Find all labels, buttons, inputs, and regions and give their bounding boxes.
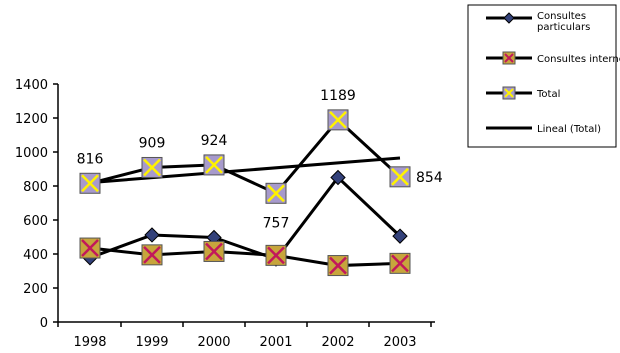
series-total-line [89, 117, 402, 196]
legend-label-consultes-internes: Consultes internes [537, 54, 620, 65]
series-consultes-internes-point-cross-b [391, 254, 409, 273]
series-total-point-cross-b [81, 174, 99, 193]
series-total-point-cross-b [143, 158, 161, 177]
legend-marker-cross-b [504, 53, 514, 63]
series-consultes-particulars-line [89, 175, 402, 261]
series-total-point [203, 154, 225, 176]
series-total-point [265, 182, 287, 204]
x-tick-label: 1998 [73, 335, 106, 350]
data-label-total: 1189 [320, 88, 356, 104]
data-label-total: 854 [416, 170, 443, 186]
y-tick-label: 1400 [15, 78, 48, 93]
data-label-total: 757 [263, 215, 290, 231]
series-lineal-total-line [89, 156, 401, 185]
series-consultes-internes-point-cross-b [267, 246, 285, 265]
y-tick-label: 800 [23, 180, 48, 195]
legend-label-consultes-particulars: Consultes particulars [537, 11, 590, 33]
y-tick-label: 0 [40, 316, 48, 331]
legend-marker-total [502, 86, 516, 100]
legend-label-total: Total [536, 89, 560, 100]
series-consultes-internes-point [79, 237, 101, 259]
series-consultes-internes-point-cross-b [143, 245, 161, 264]
series-total-point [141, 156, 163, 178]
plot-area [79, 109, 411, 277]
series-consultes-internes-point-cross-b [205, 242, 223, 261]
series-consultes-particulars-point [392, 228, 408, 244]
legend-label-line: Consultes [537, 11, 586, 22]
legend-label-lineal-total: Lineal (Total) [537, 124, 601, 135]
x-tick-label: 2003 [383, 335, 416, 350]
y-tick-label: 400 [23, 248, 48, 263]
series-total-point [389, 166, 411, 188]
legend-marker-consultes-particulars [503, 12, 515, 24]
series-total-point-cross-b [391, 167, 409, 186]
legend-marker-cross-b [504, 88, 514, 98]
axes: 0 200 400 600 800 1000 1200 1400 1998 1999 2000 200… [15, 78, 435, 350]
data-label-total: 924 [201, 133, 228, 149]
series-consultes-internes-point-cross-b [329, 256, 347, 275]
series-total-point [327, 109, 349, 131]
series-consultes-internes-point-cross-b [81, 239, 99, 257]
x-tick-label: 1999 [135, 335, 168, 350]
series-consultes-particulars-point [144, 227, 160, 243]
series-total-point-cross-b [267, 184, 285, 203]
y-tick-label: 1000 [15, 146, 48, 161]
x-tick-label: 2002 [321, 335, 354, 350]
series-total-point-cross-b [329, 110, 347, 129]
y-tick-label: 1200 [15, 112, 48, 127]
y-tick-label: 200 [23, 282, 48, 297]
series-total-point [79, 172, 101, 194]
series-consultes-particulars-point [330, 169, 346, 186]
legend-label-line: particulars [537, 22, 590, 33]
data-label-total: 816 [77, 151, 104, 167]
series-consultes-internes-point [327, 255, 349, 277]
data-labels: 816 909 924 757 1189 854 [77, 88, 443, 231]
x-tick-label: 2000 [197, 335, 230, 350]
legend-marker-consultes-internes [502, 51, 516, 65]
data-label-total: 909 [139, 135, 166, 151]
series-consultes-internes-line [89, 246, 401, 268]
x-tick-label: 2001 [259, 335, 292, 350]
legend-box [467, 4, 617, 148]
series-consultes-internes-point [265, 244, 287, 266]
y-tick-label: 600 [23, 214, 48, 229]
series-consultes-internes-point [203, 240, 225, 262]
series-total-point-cross-b [205, 156, 223, 174]
series-consultes-internes-point [389, 252, 411, 274]
series-consultes-internes-point [141, 244, 163, 266]
